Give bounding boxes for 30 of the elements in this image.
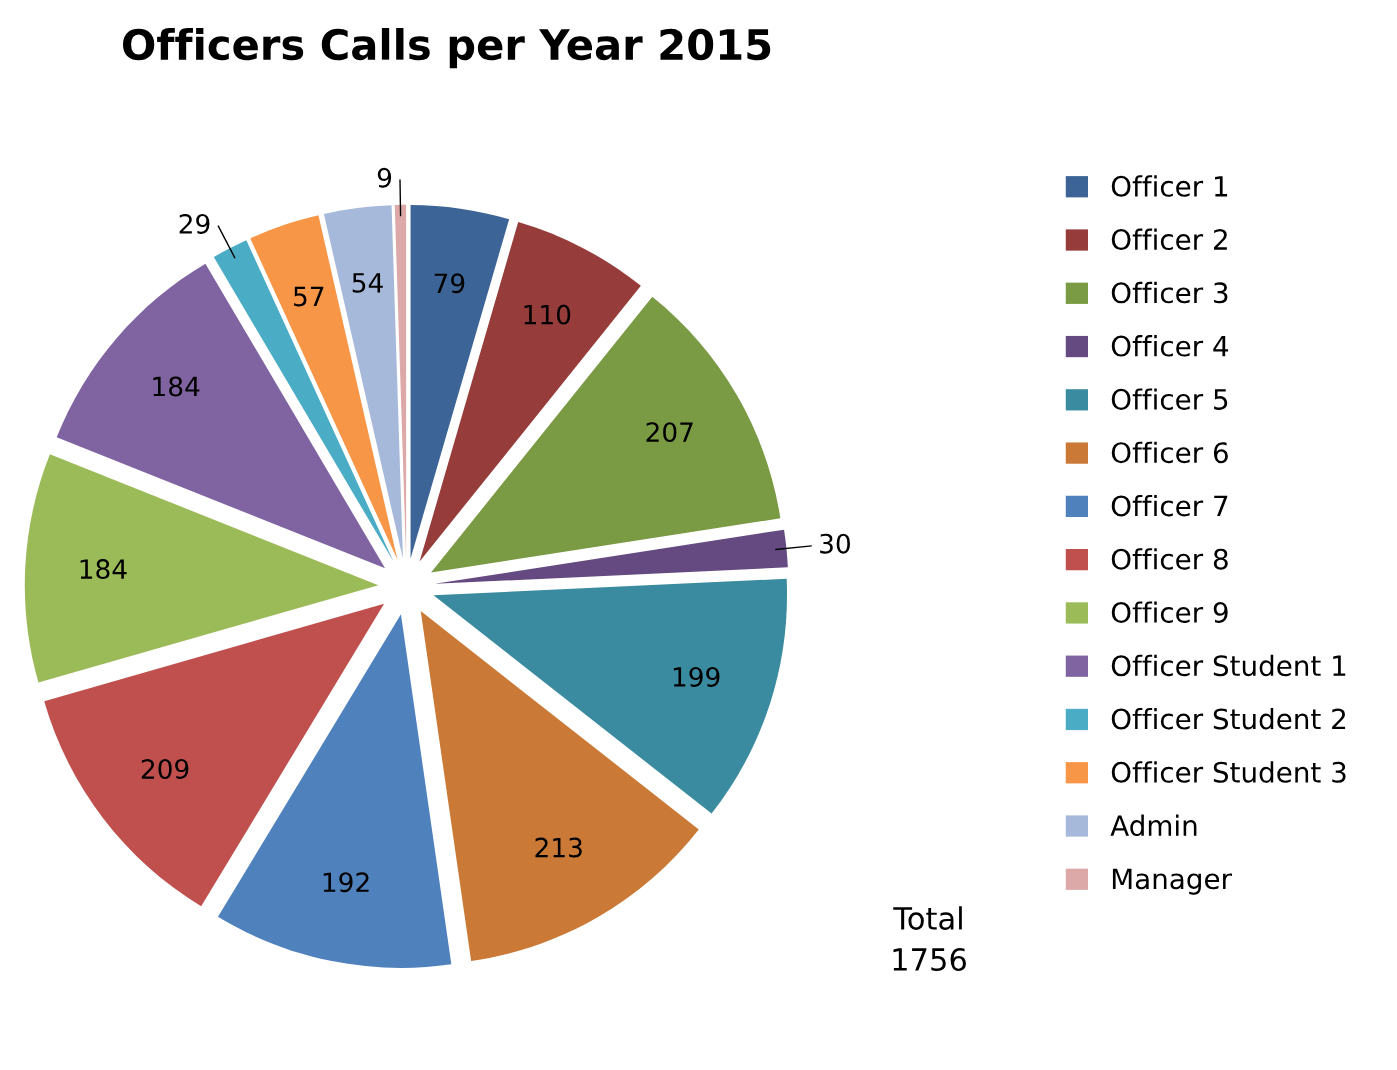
legend-label: Manager (1112, 868, 1232, 895)
data-label: 209 (141, 759, 189, 780)
data-label: 184 (80, 559, 127, 580)
data-label: 57 (294, 286, 324, 307)
text: Total 1756 (893, 906, 966, 972)
legend-label: Officer Student 2 (1111, 708, 1346, 730)
data-label: 213 (535, 837, 582, 858)
legend-label: Officer 5 (1111, 388, 1228, 410)
legend-label: Officer 7 (1111, 494, 1228, 517)
data-label: 29 (179, 213, 210, 234)
legend-label: Admin (1110, 814, 1197, 837)
data-label: 9 (377, 167, 392, 188)
legend-label: Officer 1 (1111, 175, 1228, 197)
legend-label: Officer 8 (1111, 548, 1228, 570)
data-label: 30 (820, 533, 850, 554)
legend-label: Officer Student 1 (1111, 654, 1346, 677)
data-label: 184 (153, 376, 200, 397)
data-label: 79 (434, 273, 465, 294)
legend-label: Officer 2 (1111, 228, 1227, 251)
chart-title: Officers Calls per Year 2015 (123, 27, 771, 69)
legend-label: Officer 4 (1111, 335, 1229, 357)
data-label: 192 (323, 872, 369, 893)
legend-label: Officer 3 (1111, 281, 1228, 304)
data-label: 110 (524, 304, 571, 325)
legend-label: Officer Student 3 (1111, 761, 1346, 783)
data-label: 54 (352, 273, 383, 293)
legend-label: Officer 6 (1111, 441, 1228, 464)
data-label: 207 (646, 422, 693, 443)
data-label: 199 (673, 666, 720, 687)
legend-label: Officer 9 (1111, 601, 1228, 623)
